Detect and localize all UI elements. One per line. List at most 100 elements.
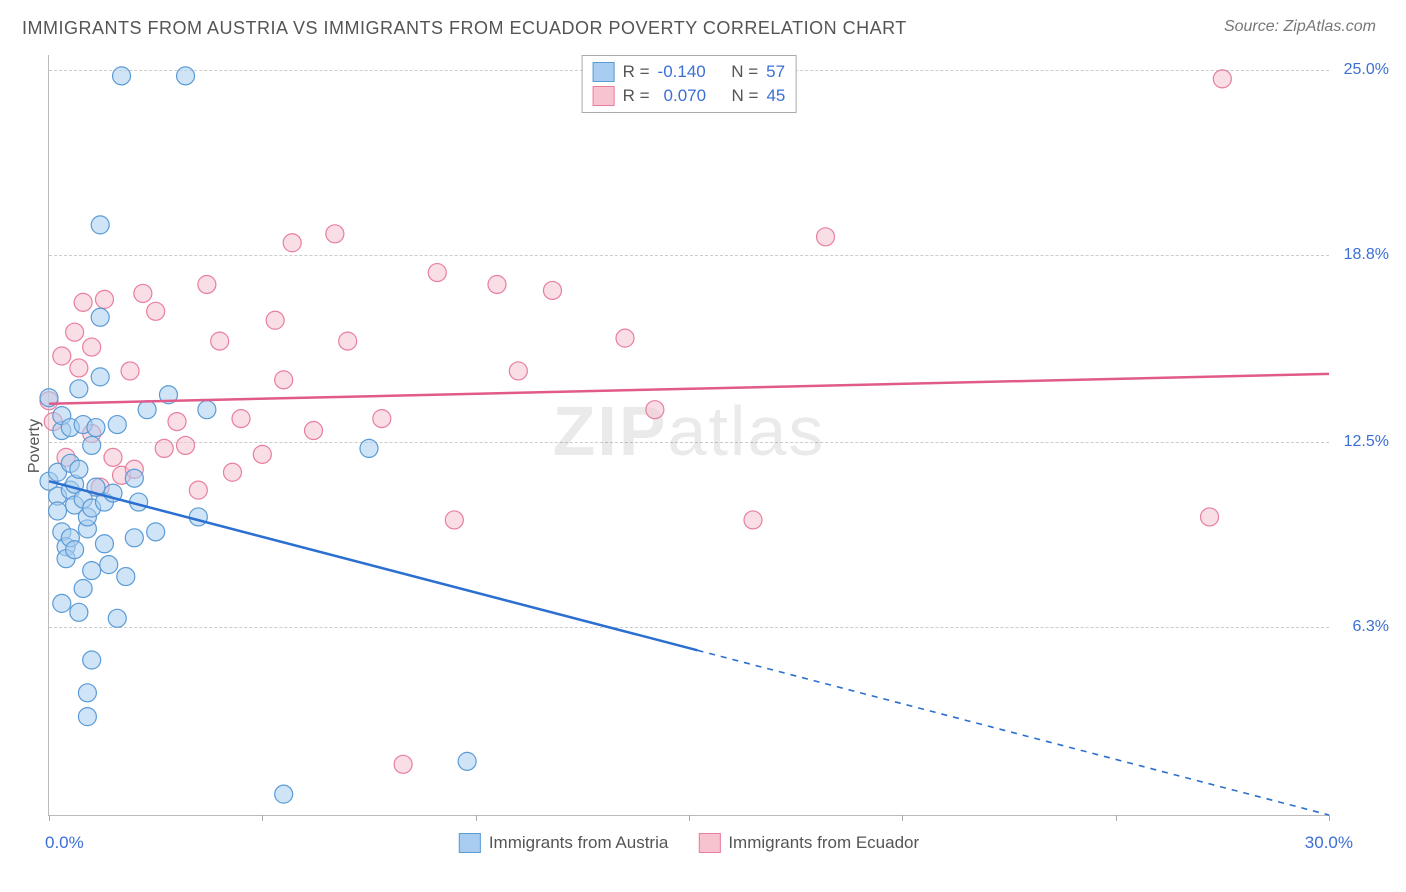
scatter-point-austria: [91, 216, 109, 234]
scatter-point-ecuador: [189, 481, 207, 499]
scatter-point-austria: [87, 419, 105, 437]
scatter-point-ecuador: [121, 362, 139, 380]
y-axis-label: Poverty: [26, 419, 44, 473]
scatter-point-austria: [108, 416, 126, 434]
scatter-point-austria: [198, 401, 216, 419]
scatter-point-austria: [177, 67, 195, 85]
scatter-point-austria: [70, 460, 88, 478]
r-value-austria: -0.140: [658, 60, 706, 84]
scatter-point-ecuador: [266, 311, 284, 329]
x-tick-mark: [902, 815, 903, 821]
regression-line-ecuador: [49, 374, 1329, 404]
scatter-point-ecuador: [66, 323, 84, 341]
swatch-austria-icon: [459, 833, 481, 853]
scatter-point-ecuador: [275, 371, 293, 389]
scatter-point-ecuador: [1201, 508, 1219, 526]
x-tick-mark: [689, 815, 690, 821]
x-tick-mark: [262, 815, 263, 821]
scatter-point-austria: [275, 785, 293, 803]
y-tick-label: 18.8%: [1344, 246, 1389, 264]
regression-line-austria: [49, 481, 698, 650]
legend-stats-row-austria: R = -0.140 N = 57: [593, 60, 786, 84]
scatter-point-ecuador: [104, 448, 122, 466]
x-tick-mark: [49, 815, 50, 821]
x-tick-mark: [1329, 815, 1330, 821]
n-label: N =: [731, 60, 758, 84]
scatter-point-ecuador: [616, 329, 634, 347]
scatter-point-ecuador: [168, 413, 186, 431]
legend-label-austria: Immigrants from Austria: [489, 833, 669, 853]
y-tick-label: 12.5%: [1344, 433, 1389, 451]
scatter-point-ecuador: [134, 284, 152, 302]
scatter-point-ecuador: [198, 275, 216, 293]
swatch-austria-icon: [593, 62, 615, 82]
scatter-point-ecuador: [283, 234, 301, 252]
scatter-point-ecuador: [155, 439, 173, 457]
scatter-point-austria: [125, 529, 143, 547]
scatter-point-ecuador: [339, 332, 357, 350]
scatter-point-ecuador: [326, 225, 344, 243]
scatter-point-austria: [95, 535, 113, 553]
r-label: R =: [623, 60, 650, 84]
x-axis-min-label: 0.0%: [45, 833, 84, 853]
chart-title: IMMIGRANTS FROM AUSTRIA VS IMMIGRANTS FR…: [22, 18, 907, 39]
scatter-point-austria: [66, 541, 84, 559]
scatter-point-ecuador: [83, 338, 101, 356]
legend-entry-austria: Immigrants from Austria: [459, 833, 669, 853]
scatter-point-austria: [108, 609, 126, 627]
scatter-point-ecuador: [253, 445, 271, 463]
scatter-point-ecuador: [428, 264, 446, 282]
scatter-point-austria: [113, 67, 131, 85]
scatter-point-ecuador: [177, 436, 195, 454]
scatter-point-ecuador: [211, 332, 229, 350]
scatter-point-austria: [78, 708, 96, 726]
n-value-ecuador: 45: [766, 84, 785, 108]
n-value-austria: 57: [766, 60, 785, 84]
scatter-point-austria: [83, 436, 101, 454]
source-name: ZipAtlas.com: [1284, 18, 1376, 35]
scatter-point-ecuador: [223, 463, 241, 481]
y-tick-label: 6.3%: [1353, 618, 1389, 636]
scatter-point-ecuador: [232, 410, 250, 428]
scatter-point-austria: [74, 579, 92, 597]
scatter-point-ecuador: [488, 275, 506, 293]
scatter-point-ecuador: [509, 362, 527, 380]
scatter-point-austria: [91, 368, 109, 386]
legend-series: Immigrants from Austria Immigrants from …: [459, 833, 919, 853]
scatter-point-austria: [53, 594, 71, 612]
y-tick-label: 25.0%: [1344, 61, 1389, 79]
r-label: R =: [623, 84, 650, 108]
scatter-point-austria: [100, 556, 118, 574]
scatter-point-austria: [138, 401, 156, 419]
scatter-point-austria: [125, 469, 143, 487]
scatter-point-ecuador: [817, 228, 835, 246]
scatter-point-ecuador: [305, 422, 323, 440]
legend-entry-ecuador: Immigrants from Ecuador: [698, 833, 919, 853]
legend-label-ecuador: Immigrants from Ecuador: [728, 833, 919, 853]
scatter-point-austria: [147, 523, 165, 541]
scatter-point-ecuador: [74, 293, 92, 311]
scatter-point-austria: [70, 603, 88, 621]
source-label: Source: ZipAtlas.com: [1224, 18, 1376, 36]
scatter-point-ecuador: [147, 302, 165, 320]
scatter-point-austria: [78, 684, 96, 702]
scatter-point-ecuador: [543, 281, 561, 299]
scatter-point-ecuador: [445, 511, 463, 529]
x-axis-max-label: 30.0%: [1305, 833, 1353, 853]
scatter-point-ecuador: [70, 359, 88, 377]
scatter-point-austria: [49, 502, 67, 520]
scatter-point-ecuador: [646, 401, 664, 419]
scatter-point-austria: [117, 568, 135, 586]
scatter-point-austria: [83, 651, 101, 669]
scatter-point-austria: [70, 380, 88, 398]
scatter-point-austria: [458, 752, 476, 770]
plot-svg: [49, 55, 1329, 815]
scatter-point-ecuador: [53, 347, 71, 365]
scatter-point-ecuador: [394, 755, 412, 773]
legend-stats: R = -0.140 N = 57 R = 0.070 N = 45: [582, 55, 797, 113]
n-label: N =: [732, 84, 759, 108]
scatter-point-ecuador: [95, 290, 113, 308]
scatter-point-ecuador: [744, 511, 762, 529]
scatter-point-austria: [91, 308, 109, 326]
scatter-point-austria: [83, 562, 101, 580]
